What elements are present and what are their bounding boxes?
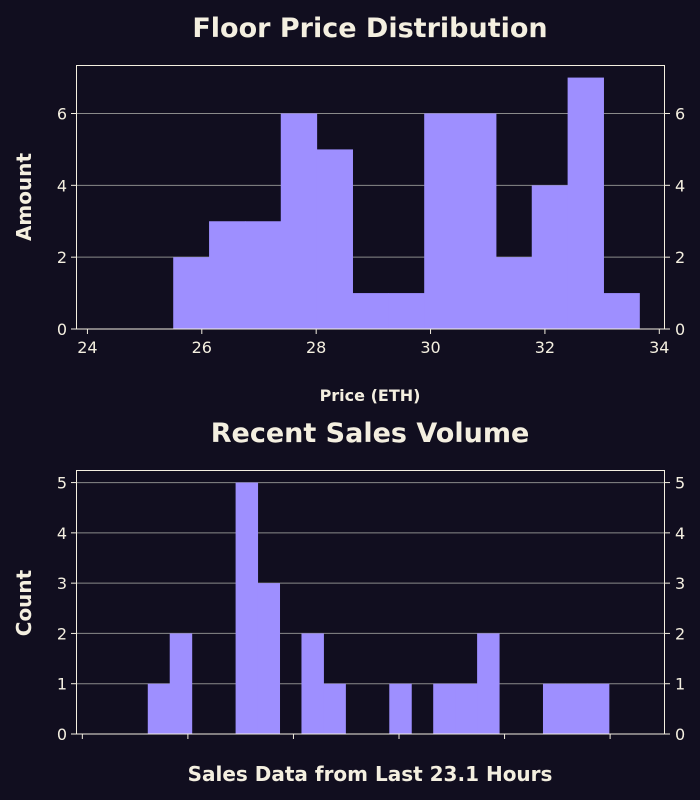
histogram-bar xyxy=(257,583,281,734)
histogram-bar xyxy=(147,683,171,734)
histogram-bar xyxy=(301,633,324,734)
y-tick-label: 3 xyxy=(57,574,67,593)
histogram-bar xyxy=(586,683,610,734)
y-tick-label: 4 xyxy=(57,176,67,195)
histogram-bar xyxy=(280,113,318,329)
x-tick-label: 30 xyxy=(420,338,440,357)
histogram-bar xyxy=(323,683,346,734)
y-tick-label-right: 0 xyxy=(675,320,685,339)
histogram-bar xyxy=(352,293,389,329)
chart-title: Floor Price Distribution xyxy=(192,13,547,44)
histogram-bar xyxy=(433,683,456,734)
x-tick-label: 26 xyxy=(192,338,212,357)
y-axis-label: Amount xyxy=(12,153,36,242)
ticks: 0 0 1 1 2 2 3 3 4 4 5 5 xyxy=(57,474,685,744)
grid xyxy=(76,482,665,685)
histogram-bar xyxy=(169,633,193,734)
y-tick-label-right: 0 xyxy=(675,725,685,744)
plot-frame xyxy=(76,65,665,330)
plot-frame xyxy=(76,470,665,735)
histogram-bar xyxy=(564,683,588,734)
ticks: 0 02 24 46 624 26 28 30 32 34 xyxy=(57,104,685,357)
histogram-bar xyxy=(235,482,259,734)
y-tick-label: 0 xyxy=(57,725,67,744)
bars xyxy=(173,77,640,329)
sales-volume-chart: Recent Sales Volume 0 0 1 1 2 2 3 3 4 4 5 5 Count S… xyxy=(12,418,685,786)
histogram-bar xyxy=(460,113,497,329)
histogram-bar xyxy=(209,221,246,329)
floor-price-chart: Floor Price Distribution 0 02 24 46 624 26 28 3… xyxy=(12,13,685,405)
x-tick-label: 32 xyxy=(535,338,555,357)
y-tick-label-right: 5 xyxy=(675,474,685,493)
histogram-bar xyxy=(389,683,412,734)
x-tick-label: 34 xyxy=(649,338,669,357)
bars xyxy=(147,482,610,734)
y-tick-label: 2 xyxy=(57,624,67,643)
y-tick-label: 5 xyxy=(57,474,67,493)
histogram-bar xyxy=(388,293,425,329)
y-tick-label-right: 4 xyxy=(675,176,685,195)
histogram-bar xyxy=(455,683,478,734)
y-tick-label: 0 xyxy=(57,320,67,339)
histogram-bar xyxy=(173,257,210,329)
histogram-bar xyxy=(495,257,533,329)
chart-title: Recent Sales Volume xyxy=(211,418,530,449)
x-axis-label: Price (ETH) xyxy=(320,386,421,405)
histogram-bar xyxy=(477,633,500,734)
histogram-bar xyxy=(542,683,566,734)
y-tick-label-right: 3 xyxy=(675,574,685,593)
x-tick-label: 24 xyxy=(77,338,97,357)
y-tick-label-right: 4 xyxy=(675,524,685,543)
y-tick-label-right: 2 xyxy=(675,248,685,267)
y-tick-label: 1 xyxy=(57,675,67,694)
histogram-bar xyxy=(244,221,282,329)
histogram-bar xyxy=(567,77,604,329)
y-tick-label: 2 xyxy=(57,248,67,267)
histogram-bar xyxy=(603,293,640,329)
histogram-bar xyxy=(531,185,569,329)
y-tick-label: 6 xyxy=(57,104,67,123)
y-tick-label-right: 1 xyxy=(675,675,685,694)
y-tick-label-right: 6 xyxy=(675,104,685,123)
y-tick-label-right: 2 xyxy=(675,624,685,643)
y-tick-label: 4 xyxy=(57,524,67,543)
y-axis-label: Count xyxy=(12,569,36,636)
x-axis-label: Sales Data from Last 23.1 Hours xyxy=(188,762,553,786)
histogram-bar xyxy=(424,113,461,329)
x-tick-label: 28 xyxy=(306,338,326,357)
histogram-bar xyxy=(316,149,353,329)
